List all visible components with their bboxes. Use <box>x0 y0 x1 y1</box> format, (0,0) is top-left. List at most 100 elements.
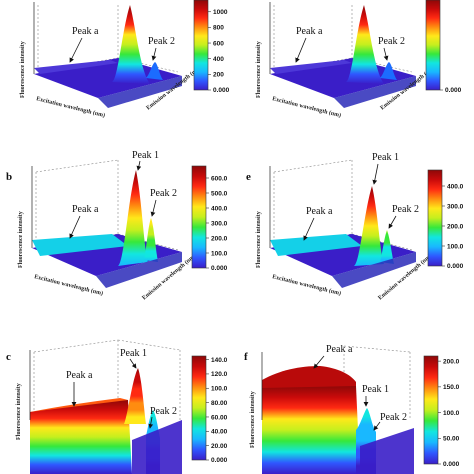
colorbar-tick-label: 100.0 <box>443 410 460 417</box>
panel-b-ylabel: Fluorescence intensity <box>18 211 24 268</box>
colorbar-tick-label: 120.0 <box>211 371 228 378</box>
panel-e-ylabel: Fluorescence intensity <box>256 211 262 268</box>
panel-d-annotation-peak-2: Peak 2 <box>378 36 405 47</box>
colorbar-tick-label: 100.0 <box>211 386 228 393</box>
panel-b-plateau <box>32 234 128 256</box>
panel-f-y-axis: Fluorescence intensity <box>250 352 263 448</box>
panel-a-colorbar: 1000 800 600 400 200 0.000 <box>193 0 230 94</box>
panel-e-colorbar: 400.0 300.0 200.0 100.0 0.000 <box>427 169 464 270</box>
panel-b-colorbar: 600.0 500.0 400.0 300.0 200.0 100.0 0.000 <box>191 165 228 272</box>
panel-c-label: c <box>6 351 11 363</box>
panel-e-plateau <box>270 234 362 256</box>
panel-c-annotation-peak-a: Peak a <box>66 370 93 381</box>
colorbar-tick-label: 200 <box>213 72 224 79</box>
panel-e-arrow-peak-1 <box>372 163 379 185</box>
panel-a-y-axis: Fluorescence intensity <box>20 2 35 98</box>
panel-d-arrow-peak-2 <box>383 47 389 61</box>
colorbar-tick-label: 200.0 <box>443 358 460 365</box>
panel-b-annotation-peak-a: Peak a <box>72 204 99 215</box>
colorbar-tick-label: 150.0 <box>443 384 460 391</box>
colorbar-tick-label: 0.000 <box>447 263 464 270</box>
colorbar-tick-label: 50.00 <box>443 436 460 443</box>
colorbar-tick-label: 0.000 <box>211 265 228 272</box>
panel-f: f Fluorescence intensity Peak a Peak 1 P… <box>244 344 460 474</box>
colorbar-tick-label: 300.0 <box>447 203 464 210</box>
panel-f-colorbar: 200.0 150.0 100.0 50.00 0.000 <box>423 355 460 468</box>
panel-b: b Fluorescence intensity Excitation wave… <box>6 150 228 302</box>
colorbar-tick-label: 200.0 <box>447 223 464 230</box>
panel-a-arrow-peak-a <box>69 37 83 63</box>
panel-e-y-axis: Fluorescence intensity <box>256 166 271 268</box>
panel-a: Fluorescence intensity Excitation wavele… <box>20 0 230 119</box>
panel-c-annotation-peak-2: Peak 2 <box>150 406 177 417</box>
colorbar-tick-label: 140.0 <box>211 357 228 364</box>
colorbar-tick-label: 0.000 <box>211 457 228 464</box>
panel-d-xlabel: Excitation wavelength (nm) <box>272 95 342 119</box>
panel-d-annotation-peak-a: Peak a <box>296 26 323 37</box>
panel-c-colorbar-ramp <box>191 355 207 461</box>
panel-b-peak-1 <box>118 170 148 266</box>
panel-e-annotation-peak-a: Peak a <box>306 206 333 217</box>
panel-b-slope <box>96 252 182 288</box>
colorbar-tick-label: 80.00 <box>211 400 228 407</box>
panel-c-arrow-peak-1 <box>129 358 137 369</box>
colorbar-tick-label: 0.000 <box>213 87 230 94</box>
panel-c-block-front <box>30 400 132 474</box>
panel-b-colorbar-ticks: 600.0 500.0 400.0 300.0 200.0 100.0 0.000 <box>206 175 228 272</box>
panel-a-colorbar-ticks: 1000 800 600 400 200 0.000 <box>208 9 230 94</box>
panel-c-colorbar: 140.0 120.0 100.0 80.00 60.00 40.00 20.00 0.000 <box>191 355 228 464</box>
panel-e-annotation-peak-2: Peak 2 <box>392 204 419 215</box>
panel-d-peak-1 <box>346 5 384 84</box>
colorbar-tick-label: 100.0 <box>211 250 228 257</box>
panel-f-colorbar-ramp <box>423 355 439 465</box>
panel-e-xlabel: Excitation wavelength (nm) <box>272 273 342 297</box>
panel-f-arrow-peak-a <box>313 355 325 369</box>
colorbar-tick-label: 500.0 <box>211 190 228 197</box>
panel-a-plateau <box>34 60 118 74</box>
panel-e-peak-1 <box>354 186 384 266</box>
panel-e-slope <box>332 252 416 288</box>
panel-d-colorbar: 0.000 <box>425 0 462 94</box>
panel-c-y-axis: Fluorescence intensity <box>16 350 31 440</box>
panel-b-label: b <box>6 171 12 183</box>
panel-d-plateau <box>270 60 352 74</box>
panel-e: e Fluorescence intensity Excitation wave… <box>246 152 464 302</box>
panel-d-colorbar-ticks: 0.000 <box>440 87 462 94</box>
colorbar-tick-label: 40.00 <box>211 429 228 436</box>
panel-e-colorbar-ramp <box>427 169 443 267</box>
panel-a-ylabel: Fluorescence intensity <box>20 41 26 98</box>
panel-d-ylabel: Fluorescence intensity <box>256 41 262 98</box>
panel-f-annotation-peak-a: Peak a <box>326 344 353 355</box>
colorbar-tick-label: 0.000 <box>445 87 462 94</box>
panel-a-colorbar-ramp <box>193 0 209 91</box>
panel-c-arrow-peak-2 <box>148 416 154 429</box>
panel-b-y-axis: Fluorescence intensity <box>18 166 33 268</box>
colorbar-tick-label: 100.0 <box>447 243 464 250</box>
colorbar-tick-label: 60.00 <box>211 414 228 421</box>
colorbar-tick-label: 0.000 <box>443 461 460 468</box>
panel-b-annotation-peak-1: Peak 1 <box>132 150 159 161</box>
panel-e-peak-2 <box>380 230 394 264</box>
colorbar-tick-label: 200.0 <box>211 235 228 242</box>
colorbar-tick-label: 400.0 <box>447 183 464 190</box>
panel-b-peak-2 <box>144 218 158 262</box>
panel-a-peak-1 <box>112 5 150 84</box>
panel-c-annotation-peak-1: Peak 1 <box>120 348 147 359</box>
panel-c-right-floor <box>132 420 182 474</box>
panel-e-annotation-peak-1: Peak 1 <box>372 152 399 163</box>
panel-e-colorbar-ticks: 400.0 300.0 200.0 100.0 0.000 <box>442 183 464 270</box>
panel-b-xlabel: Excitation wavelength (nm) <box>34 273 104 297</box>
panel-b-arrow-peak-a <box>69 215 81 239</box>
panel-f-block-front <box>262 386 360 474</box>
panel-a-xlabel: Excitation wavelength (nm) <box>36 95 106 119</box>
panel-c-peak-1 <box>124 368 146 424</box>
panel-a-peak-2 <box>146 62 163 80</box>
panel-f-ylabel: Fluorescence intensity <box>250 391 256 448</box>
panel-f-label: f <box>244 351 248 363</box>
panel-a-arrow-peak-2 <box>151 47 157 61</box>
panel-e-label: e <box>246 171 251 183</box>
colorbar-tick-label: 20.00 <box>211 443 228 450</box>
panel-b-arrow-peak-2 <box>150 199 157 217</box>
panel-b-colorbar-ramp <box>191 165 207 269</box>
